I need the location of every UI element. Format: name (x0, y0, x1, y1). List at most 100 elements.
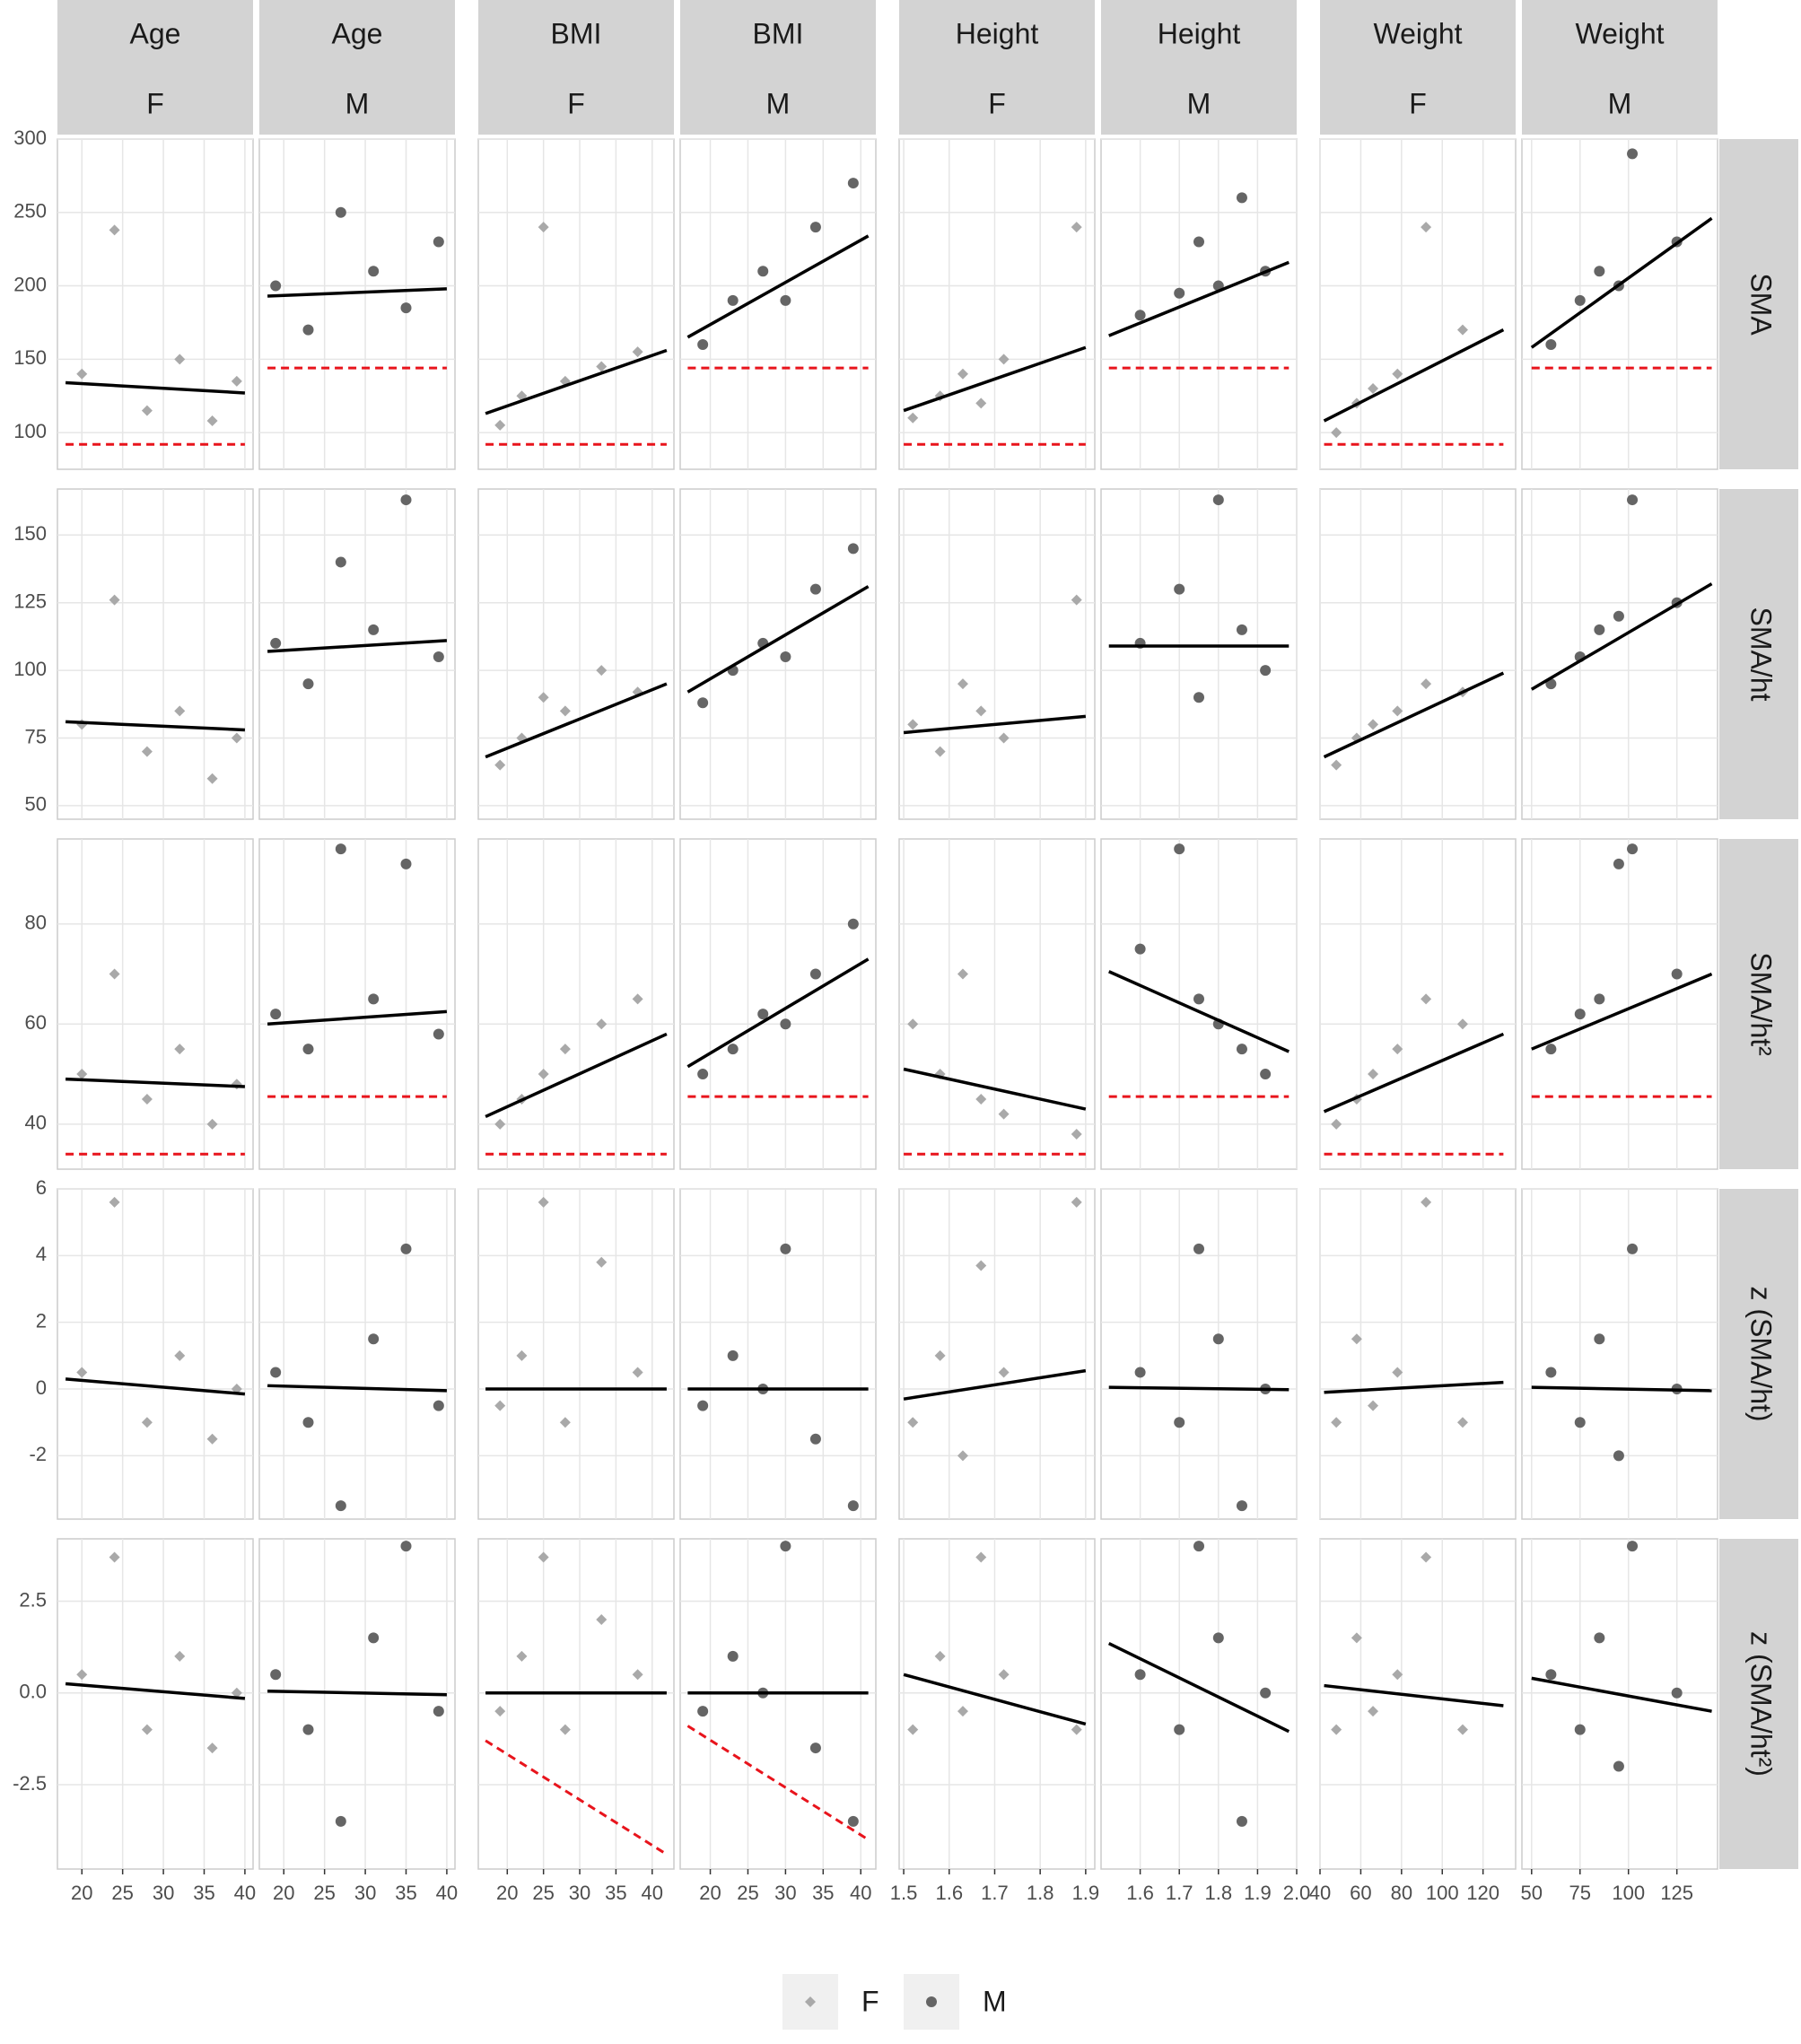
point (998, 1669, 1010, 1681)
point (1134, 1367, 1146, 1378)
point (632, 1669, 643, 1681)
x-tick-label: 1.6 (935, 1882, 963, 1904)
point (1594, 624, 1605, 635)
strip-label: Height (956, 17, 1039, 49)
point (559, 1417, 571, 1428)
fit-line (267, 1384, 447, 1393)
point (697, 338, 709, 350)
point (975, 1551, 987, 1563)
point (559, 705, 571, 717)
point (141, 405, 153, 416)
x-tick-label: 1.8 (1205, 1882, 1233, 1904)
point (1368, 1400, 1379, 1411)
panel (477, 1538, 675, 1870)
legend-label: F (861, 1985, 879, 2017)
point (1331, 1118, 1342, 1130)
point (957, 678, 968, 690)
point (335, 206, 346, 218)
panel (898, 1538, 1096, 1870)
fit-line (485, 1032, 668, 1119)
point (596, 665, 608, 677)
panel (1319, 488, 1517, 820)
x-tick-label: 25 (313, 1882, 335, 1904)
point (1613, 858, 1624, 869)
fit-line (1323, 1032, 1505, 1114)
y-tick-label: 150 (13, 522, 47, 545)
panel (1521, 1538, 1718, 1870)
point (206, 415, 218, 427)
strip-label: F (567, 87, 585, 119)
point (1071, 594, 1082, 606)
point (975, 1260, 987, 1271)
y-tick-label: 200 (13, 273, 47, 295)
y-tick-label: 80 (25, 912, 47, 934)
point (1627, 843, 1639, 855)
point (1545, 1669, 1557, 1681)
point (1331, 1724, 1342, 1735)
y-tick-label: 2 (36, 1309, 47, 1332)
point (1174, 843, 1185, 855)
point (302, 1724, 314, 1735)
point (335, 843, 346, 855)
y-tick-label: 6 (36, 1176, 47, 1199)
point (1613, 1450, 1624, 1462)
point (1331, 1417, 1342, 1428)
point (957, 368, 968, 380)
fit-line (903, 345, 1087, 413)
point (757, 1009, 769, 1020)
strip-label: Age (130, 17, 181, 49)
point (368, 266, 380, 277)
point (809, 968, 821, 980)
panel (898, 488, 1096, 820)
point (1193, 692, 1204, 703)
point (109, 224, 120, 236)
point (847, 918, 859, 930)
point (174, 1044, 186, 1055)
point (632, 1367, 643, 1378)
point (847, 178, 859, 189)
fit-line (66, 720, 245, 732)
strip-label: SMA (1745, 273, 1778, 336)
point (433, 1400, 444, 1411)
point (632, 346, 643, 358)
strip-label: z (SMA/ht²) (1745, 1631, 1778, 1777)
point (957, 968, 968, 980)
panel (258, 1538, 456, 1870)
point (141, 1417, 153, 1428)
panel (57, 838, 254, 1170)
point (1594, 993, 1605, 1005)
point (907, 412, 919, 424)
x-tick-label: 2.0 (1283, 1882, 1311, 1904)
fit-line (1531, 1676, 1712, 1713)
point (907, 1417, 919, 1428)
point (1236, 1044, 1247, 1055)
strip (478, 0, 674, 135)
point (957, 1706, 968, 1717)
point (1456, 1417, 1468, 1428)
point (433, 236, 444, 248)
x-tick-label: 20 (273, 1882, 294, 1904)
point (141, 1093, 153, 1105)
point (141, 1724, 153, 1735)
point (697, 1069, 709, 1080)
strip (1101, 0, 1297, 135)
x-tick-label: 30 (354, 1882, 376, 1904)
strip-label: M (1608, 87, 1632, 119)
point (1260, 1069, 1272, 1080)
panel (679, 1188, 877, 1520)
point (335, 1815, 346, 1827)
panel (898, 838, 1096, 1170)
point (757, 266, 769, 277)
point (697, 697, 709, 709)
point (780, 294, 791, 306)
x-tick-label: 100 (1612, 1882, 1645, 1904)
fit-line (65, 1681, 246, 1700)
point (1368, 383, 1379, 395)
point (847, 1500, 859, 1512)
point (516, 1350, 528, 1361)
fit-line (903, 1067, 1087, 1111)
point (400, 1243, 412, 1254)
point (596, 361, 608, 372)
x-tick-label: 30 (774, 1882, 796, 1904)
point (141, 746, 153, 757)
